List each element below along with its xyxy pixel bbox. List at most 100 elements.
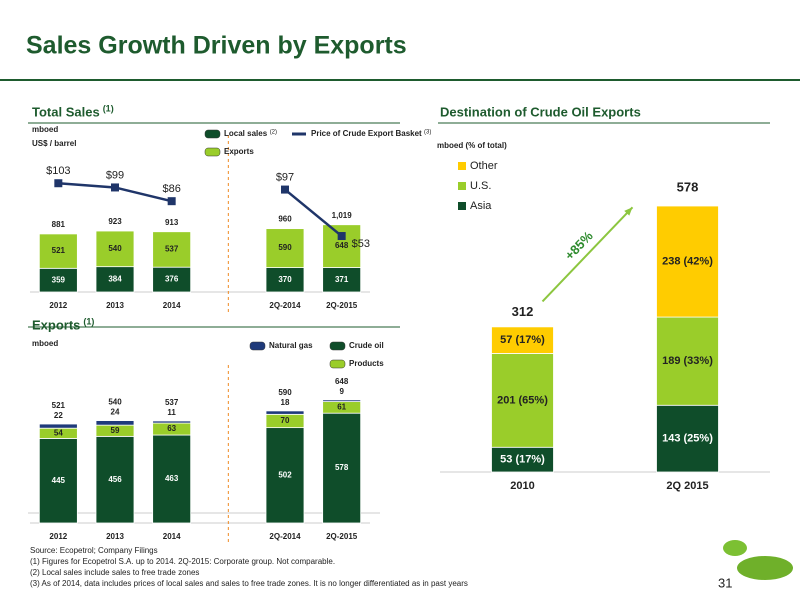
legend-label: Exports (224, 147, 254, 156)
bar-segment (322, 412, 362, 524)
growth-arrowhead (624, 207, 633, 216)
total-label: 537 (165, 398, 179, 407)
bar-segment (152, 420, 192, 424)
x-tick-label: 2Q-2015 (326, 532, 358, 541)
bar-segment (491, 446, 554, 473)
legend-label: Natural gas (269, 341, 313, 350)
section-title-note: (1) (103, 103, 114, 113)
line-marker (167, 197, 176, 206)
bar-segment (656, 205, 719, 318)
total-label: 648 (335, 377, 349, 386)
line-label: $99 (106, 169, 124, 181)
legend-swatch (204, 129, 221, 139)
legend-swatch (458, 162, 466, 170)
data-label: 61 (337, 402, 346, 411)
data-label: 22 (54, 411, 63, 420)
bar-segment (656, 316, 719, 406)
legend-swatch (204, 147, 221, 157)
line-marker (337, 232, 346, 241)
bar-segment (322, 224, 362, 268)
data-label: 359 (52, 275, 66, 284)
total-label: 540 (108, 398, 122, 407)
y-axis-label: mboed (% of total) (437, 141, 507, 150)
y2-axis-label: US$ / barrel (32, 139, 76, 148)
legend-label: Crude oil (349, 341, 384, 350)
data-label: 201 (65%) (497, 394, 548, 406)
x-tick-label: 2010 (510, 480, 534, 492)
total-label: 1,019 (332, 211, 353, 220)
bar-segment (95, 230, 135, 268)
footnote: Source: Ecopetrol; Company Filings (30, 546, 158, 555)
total-label: 960 (278, 215, 292, 224)
total-label: 521 (52, 401, 66, 410)
data-label: 578 (335, 463, 349, 472)
data-label: 370 (278, 275, 292, 284)
total-label: 312 (512, 304, 534, 319)
x-tick-label: 2Q-2014 (269, 301, 301, 310)
line-marker (281, 185, 289, 194)
data-label: 70 (281, 416, 290, 425)
page-number: 31 (718, 575, 732, 590)
legend-swatch (458, 182, 466, 190)
data-label: 376 (165, 275, 179, 284)
bar-segment (265, 410, 305, 415)
total-label: 913 (165, 218, 179, 227)
bar-segment (95, 420, 135, 426)
data-label: 53 (17%) (500, 454, 545, 466)
x-tick-label: 2Q-2015 (326, 301, 358, 310)
legend-label: U.S. (470, 180, 491, 192)
section-title: Destination of Crude Oil Exports (440, 104, 641, 119)
data-label: 18 (281, 398, 290, 407)
data-label: 9 (339, 387, 344, 396)
x-tick-label: 2013 (106, 532, 124, 541)
footnote: (1) Figures for Ecopetrol S.A. up to 201… (30, 557, 335, 566)
data-label: 63 (167, 424, 176, 433)
bar-segment (491, 326, 554, 354)
legend-swatch (249, 341, 266, 351)
legend-label: Products (349, 359, 384, 368)
footnote: (2) Local sales include sales to free tr… (30, 568, 199, 577)
section-title-note: (1) (83, 316, 94, 326)
x-tick-label: 2013 (106, 301, 124, 310)
legend-note: (2) (270, 130, 277, 136)
data-label: 24 (111, 408, 120, 417)
bar-segment (265, 228, 305, 268)
x-tick-label: 2012 (49, 532, 67, 541)
total-label: 923 (108, 217, 122, 226)
growth-arrow (541, 206, 634, 303)
data-label: 384 (108, 274, 122, 283)
legend-label: Other (470, 160, 498, 172)
section-title: Total Sales (32, 104, 100, 119)
line-series (284, 188, 343, 237)
legend-swatch (329, 341, 346, 351)
x-tick-label: 2014 (163, 301, 181, 310)
y-axis-label: mboed (32, 339, 58, 348)
data-label: 59 (111, 426, 120, 435)
bar-segment (656, 404, 719, 473)
legend-label: Price of Crude Export Basket (311, 129, 422, 138)
data-label: 371 (335, 275, 349, 284)
legend-label: Asia (470, 200, 492, 212)
legend-label: Local sales (224, 129, 268, 138)
line-label: $103 (46, 165, 70, 177)
data-label: 463 (165, 474, 179, 483)
data-label: 456 (108, 475, 122, 484)
slide-title: Sales Growth Driven by Exports (26, 32, 407, 60)
data-label: 57 (17%) (500, 334, 545, 346)
legend-swatch (458, 202, 466, 210)
section-title: Exports (32, 317, 80, 332)
bar-segment (152, 266, 192, 293)
data-label: 11 (167, 408, 176, 417)
data-label: 445 (52, 476, 66, 485)
data-label: 648 (335, 241, 349, 250)
data-label: 540 (108, 244, 122, 253)
line-label: $53 (352, 238, 370, 250)
line-marker (111, 183, 119, 192)
data-label: 143 (25%) (662, 433, 713, 445)
y-axis-label: mboed (32, 125, 58, 134)
mascot (723, 540, 793, 580)
line-marker (54, 179, 63, 188)
data-label: 238 (42%) (662, 255, 713, 267)
line-label: $86 (162, 183, 180, 195)
x-tick-label: 2012 (49, 301, 67, 310)
